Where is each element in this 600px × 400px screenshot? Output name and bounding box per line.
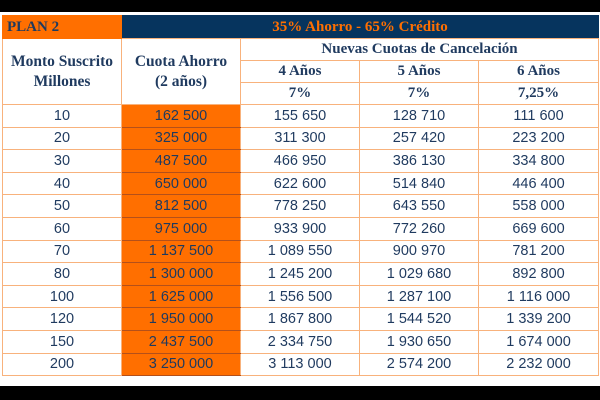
cell-cuota-6-anos: 1 339 200 [477, 307, 600, 331]
cell-cuota-ahorro: 975 000 [121, 216, 241, 241]
cell-monto: 80 [2, 262, 122, 286]
table-row: 70 1 137 500 1 089 550 900 970 781 200 [2, 239, 600, 264]
table-row: 40 650 000 622 600 514 840 446 400 [2, 171, 600, 196]
cell-cuota-5-anos: 1 287 100 [359, 284, 479, 309]
header-cuota: Cuota Ahorro (2 años) [121, 38, 241, 105]
cell-cuota-6-anos: 1 674 000 [477, 329, 600, 354]
cell-cuota-4-anos: 466 950 [240, 149, 360, 173]
cell-monto: 100 [2, 284, 122, 309]
cell-cuota-6-anos: 669 600 [477, 216, 600, 241]
cell-cuota-5-anos: 1 029 680 [359, 262, 479, 286]
table-row: 30 487 500 466 950 386 130 334 800 [2, 149, 600, 173]
cell-cuota-5-anos: 900 970 [359, 239, 479, 264]
header-term-5: 5 Años [359, 60, 479, 83]
cell-monto: 10 [2, 104, 122, 128]
header-monto-line1: Monto Suscrito [10, 52, 114, 70]
cell-cuota-ahorro: 650 000 [121, 171, 241, 196]
cell-cuota-5-anos: 772 260 [359, 216, 479, 241]
cell-cuota-6-anos: 781 200 [477, 239, 600, 264]
table-row: 50 812 500 778 250 643 550 558 000 [2, 194, 600, 218]
cell-cuota-6-anos: 446 400 [477, 171, 600, 196]
cell-cuota-6-anos: 111 600 [477, 104, 600, 128]
cell-cuota-ahorro: 1 950 000 [121, 307, 241, 331]
cell-cuota-ahorro: 812 500 [121, 194, 241, 218]
title-row: PLAN 2 35% Ahorro - 65% Crédito [2, 15, 600, 39]
cell-cuota-5-anos: 2 574 200 [359, 352, 479, 377]
cell-cuota-ahorro: 487 500 [121, 149, 241, 173]
cell-cuota-5-anos: 128 710 [359, 104, 479, 128]
cell-cuota-5-anos: 514 840 [359, 171, 479, 196]
cell-cuota-6-anos: 558 000 [477, 194, 600, 218]
cell-monto: 50 [2, 194, 122, 218]
table-row: 10 162 500 155 650 128 710 111 600 [2, 104, 600, 128]
cell-monto: 20 [2, 126, 122, 151]
table-row: 120 1 950 000 1 867 800 1 544 520 1 339 … [2, 307, 600, 331]
cell-monto: 40 [2, 171, 122, 196]
cell-cuota-6-anos: 334 800 [477, 149, 600, 173]
cell-cuota-4-anos: 1 089 550 [240, 239, 360, 264]
table-row: 80 1 300 000 1 245 200 1 029 680 892 800 [2, 262, 600, 286]
cell-monto: 120 [2, 307, 122, 331]
cell-cuota-ahorro: 1 300 000 [121, 262, 241, 286]
header-monto: Monto Suscrito Millones [2, 38, 122, 105]
cell-cuota-6-anos: 2 232 000 [477, 352, 600, 377]
cell-cuota-6-anos: 223 200 [477, 126, 600, 151]
plan-title: 35% Ahorro - 65% Crédito [120, 15, 600, 39]
cell-monto: 200 [2, 352, 122, 377]
cell-cuota-4-anos: 1 867 800 [240, 307, 360, 331]
header-cuota-line1: Cuota Ahorro [134, 52, 228, 70]
table-row: 100 1 625 000 1 556 500 1 287 100 1 116 … [2, 284, 600, 309]
spreadsheet-sheet: PLAN 2 35% Ahorro - 65% Crédito Monto Su… [0, 12, 600, 386]
plan-table: PLAN 2 35% Ahorro - 65% Crédito Monto Su… [2, 15, 600, 377]
cell-cuota-5-anos: 643 550 [359, 194, 479, 218]
cell-cuota-4-anos: 933 900 [240, 216, 360, 241]
header-row-1: Monto Suscrito Millones Cuota Ahorro (2 … [2, 38, 600, 105]
table-row: 150 2 437 500 2 334 750 1 930 650 1 674 … [2, 329, 600, 354]
cell-cuota-ahorro: 1 625 000 [121, 284, 241, 309]
table-row: 200 3 250 000 3 113 000 2 574 200 2 232 … [2, 352, 600, 377]
header-term-6: 6 Años [477, 60, 600, 83]
header-term-4: 4 Años [240, 60, 360, 83]
cell-monto: 30 [2, 149, 122, 173]
cell-cuota-6-anos: 1 116 000 [477, 284, 600, 309]
cell-cuota-4-anos: 2 334 750 [240, 329, 360, 354]
cell-cuota-ahorro: 325 000 [121, 126, 241, 151]
cell-cuota-4-anos: 3 113 000 [240, 352, 360, 377]
cell-cuota-5-anos: 257 420 [359, 126, 479, 151]
cell-monto: 70 [2, 239, 122, 264]
header-rate-5: 7% [359, 82, 479, 105]
table-row: 20 325 000 311 300 257 420 223 200 [2, 126, 600, 151]
header-monto-line2: Millones [33, 72, 91, 90]
cell-monto: 150 [2, 329, 122, 354]
cell-cuota-ahorro: 162 500 [121, 104, 241, 128]
cell-cuota-4-anos: 778 250 [240, 194, 360, 218]
cell-cuota-4-anos: 1 245 200 [240, 262, 360, 286]
cell-cuota-4-anos: 311 300 [240, 126, 360, 151]
header-rate-6: 7,25% [477, 82, 600, 105]
cell-cuota-5-anos: 1 930 650 [359, 329, 479, 354]
cell-cuota-4-anos: 622 600 [240, 171, 360, 196]
header-cuota-line2: (2 años) [154, 72, 208, 90]
cell-cuota-5-anos: 1 544 520 [359, 307, 479, 331]
cell-cuota-4-anos: 155 650 [240, 104, 360, 128]
header-rate-4: 7% [240, 82, 360, 105]
table-row: 60 975 000 933 900 772 260 669 600 [2, 216, 600, 241]
cell-cuota-4-anos: 1 556 500 [240, 284, 360, 309]
header-group: Nuevas Cuotas de Cancelación [239, 38, 600, 61]
plan-label: PLAN 2 [2, 15, 122, 39]
cell-cuota-5-anos: 386 130 [359, 149, 479, 173]
cell-cuota-6-anos: 892 800 [477, 262, 600, 286]
cell-cuota-ahorro: 1 137 500 [121, 239, 241, 264]
cell-cuota-ahorro: 2 437 500 [121, 329, 241, 354]
cell-cuota-ahorro: 3 250 000 [121, 352, 241, 377]
header-row-rates: 7% 7% 7,25% [3, 82, 600, 105]
cell-monto: 60 [2, 216, 122, 241]
